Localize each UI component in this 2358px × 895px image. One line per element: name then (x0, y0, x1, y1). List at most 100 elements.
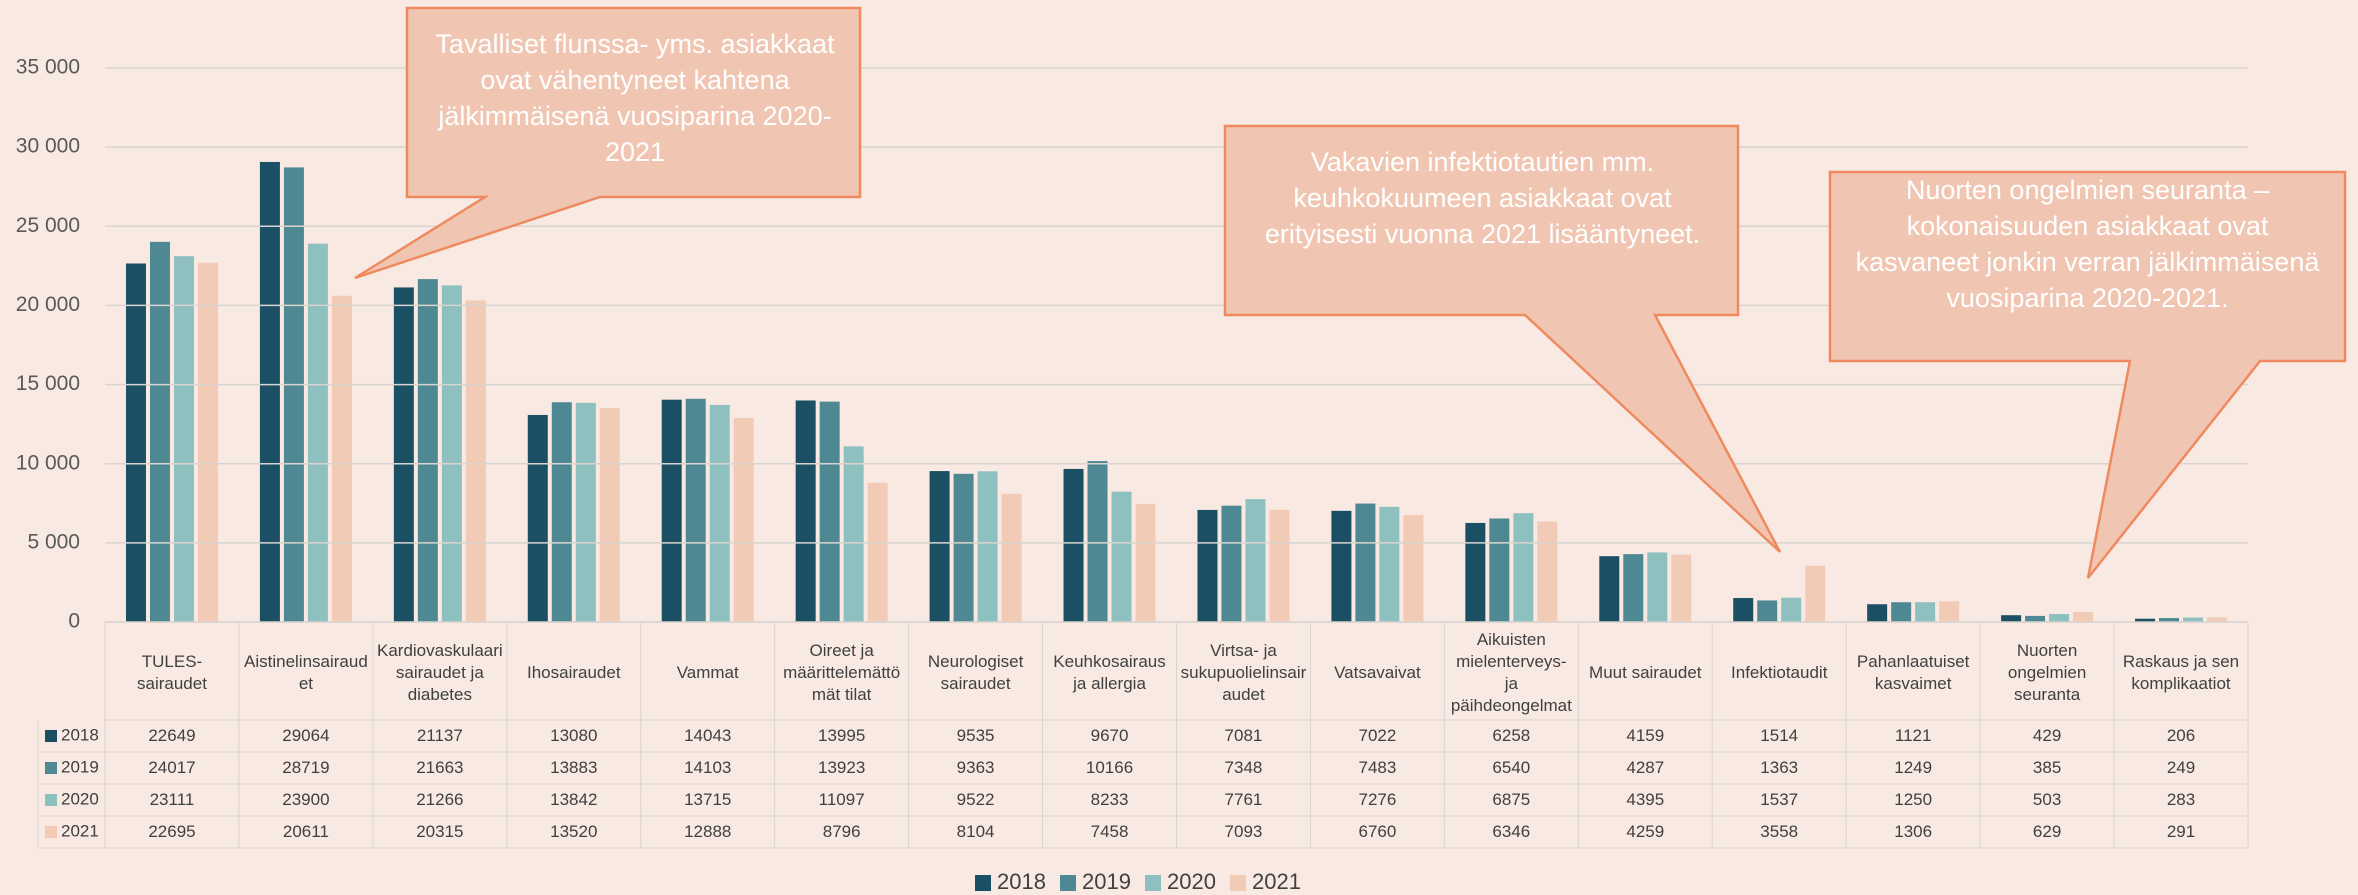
table-value: 7348 (1224, 758, 1263, 777)
y-tick-label: 5 000 (27, 530, 80, 553)
table-row-label: 2018 (61, 725, 99, 744)
bar (1781, 597, 1802, 622)
table-value: 9670 (1090, 726, 1129, 745)
bar (1867, 604, 1888, 622)
x-tick-label: Muut sairaudet (1589, 663, 1702, 682)
table-value: 503 (2032, 790, 2062, 809)
legend-label: 2020 (1167, 869, 1216, 894)
bar (1537, 521, 1558, 622)
legend-key (1060, 875, 1076, 891)
bar (307, 243, 328, 622)
table-row-label: 2019 (61, 757, 99, 776)
bar (1805, 565, 1826, 622)
bar (1331, 510, 1352, 622)
bar (1489, 518, 1510, 622)
bar (1135, 503, 1156, 622)
table-value: 4259 (1626, 822, 1665, 841)
bar (527, 414, 548, 622)
x-tick-label: Vammat (676, 663, 739, 682)
callout-shape (1828, 170, 2347, 579)
x-tick-label: Vatsavaivat (1334, 663, 1421, 682)
table-value: 23900 (282, 790, 330, 809)
table-value: 14103 (684, 758, 732, 777)
table-value: 1306 (1894, 822, 1933, 841)
table-value: 7081 (1224, 726, 1263, 745)
table-value: 6258 (1492, 726, 1531, 745)
bar (393, 287, 414, 622)
table-value: 10166 (1085, 758, 1134, 777)
table-value: 6540 (1492, 758, 1531, 777)
bar (1733, 598, 1754, 622)
x-tick-label: Nuorten ongelmien seuranta (2007, 641, 2087, 704)
callout-shape (1223, 124, 1782, 553)
bar (843, 446, 864, 622)
table-value: 4395 (1626, 790, 1665, 809)
x-tick-label: Ihosairaudet (526, 663, 621, 682)
table-value: 4287 (1626, 758, 1665, 777)
table-value: 13842 (550, 790, 598, 809)
legend-label: 2019 (1082, 869, 1131, 894)
bar (685, 398, 706, 622)
x-tick-label: Raskaus ja sen komplikaatiot (2122, 652, 2240, 693)
table-value: 24017 (148, 758, 196, 777)
y-tick-label: 0 (68, 610, 80, 633)
bar (149, 241, 170, 622)
table-value: 249 (2166, 758, 2196, 777)
bar (1245, 499, 1266, 622)
bar (2207, 617, 2228, 622)
table-value: 1121 (1894, 726, 1932, 745)
table-row-label: 2020 (61, 789, 99, 808)
y-tick-label: 15 000 (16, 372, 80, 395)
bar (1063, 468, 1084, 622)
y-tick-label: 10 000 (16, 451, 80, 474)
bar (441, 285, 462, 622)
legend-label: 2018 (997, 869, 1046, 894)
table-value: 291 (2166, 822, 2196, 841)
x-tick-label: Virtsa- ja sukupuolielinsairaudet (1180, 641, 1307, 704)
table-value: 11097 (818, 790, 865, 809)
bar (1087, 461, 1108, 622)
bar (1403, 514, 1424, 622)
bar (599, 407, 620, 622)
table-value: 21266 (416, 790, 464, 809)
bar (197, 262, 218, 622)
x-tick-label: Oireet ja määrittelemättömät tilat (783, 641, 901, 704)
bar (1355, 503, 1376, 622)
y-tick-label: 30 000 (16, 135, 80, 158)
bar (795, 400, 816, 622)
x-tick-label: Aistinelinsairaudet (244, 652, 368, 693)
legend-key (975, 875, 991, 891)
bar (2159, 618, 2180, 622)
bar (2073, 612, 2094, 622)
table-value: 4159 (1626, 726, 1665, 745)
legend-label: 2021 (1252, 869, 1301, 894)
bar (1197, 509, 1218, 622)
table-key (45, 762, 57, 774)
bar (1647, 552, 1668, 622)
table-value: 7093 (1224, 822, 1263, 841)
table-value: 283 (2166, 790, 2196, 809)
table-value: 3558 (1760, 822, 1799, 841)
bar (2183, 617, 2204, 622)
annotation: Tavalliset flunssa- yms. asiakkaat ovat … (435, 29, 835, 167)
bar (953, 473, 974, 622)
bar (1221, 505, 1242, 622)
bar (2135, 618, 2156, 622)
table-value: 6760 (1358, 822, 1397, 841)
y-tick-label: 25 000 (16, 214, 80, 237)
table-value: 13080 (550, 726, 598, 745)
table-key (45, 730, 57, 742)
table-value: 7022 (1358, 726, 1397, 745)
table-key (45, 794, 57, 806)
bar (2001, 615, 2022, 622)
table-value: 9522 (956, 790, 995, 809)
bar (1111, 491, 1132, 622)
table-value: 7761 (1224, 790, 1263, 809)
bar (125, 263, 146, 622)
bar (331, 295, 352, 622)
bar (259, 161, 280, 622)
x-tick-label: TULES-sairaudet (137, 652, 207, 693)
table-value: 13995 (818, 726, 866, 745)
annotation: Nuorten ongelmien seuranta – kokonaisuud… (1855, 175, 2320, 313)
